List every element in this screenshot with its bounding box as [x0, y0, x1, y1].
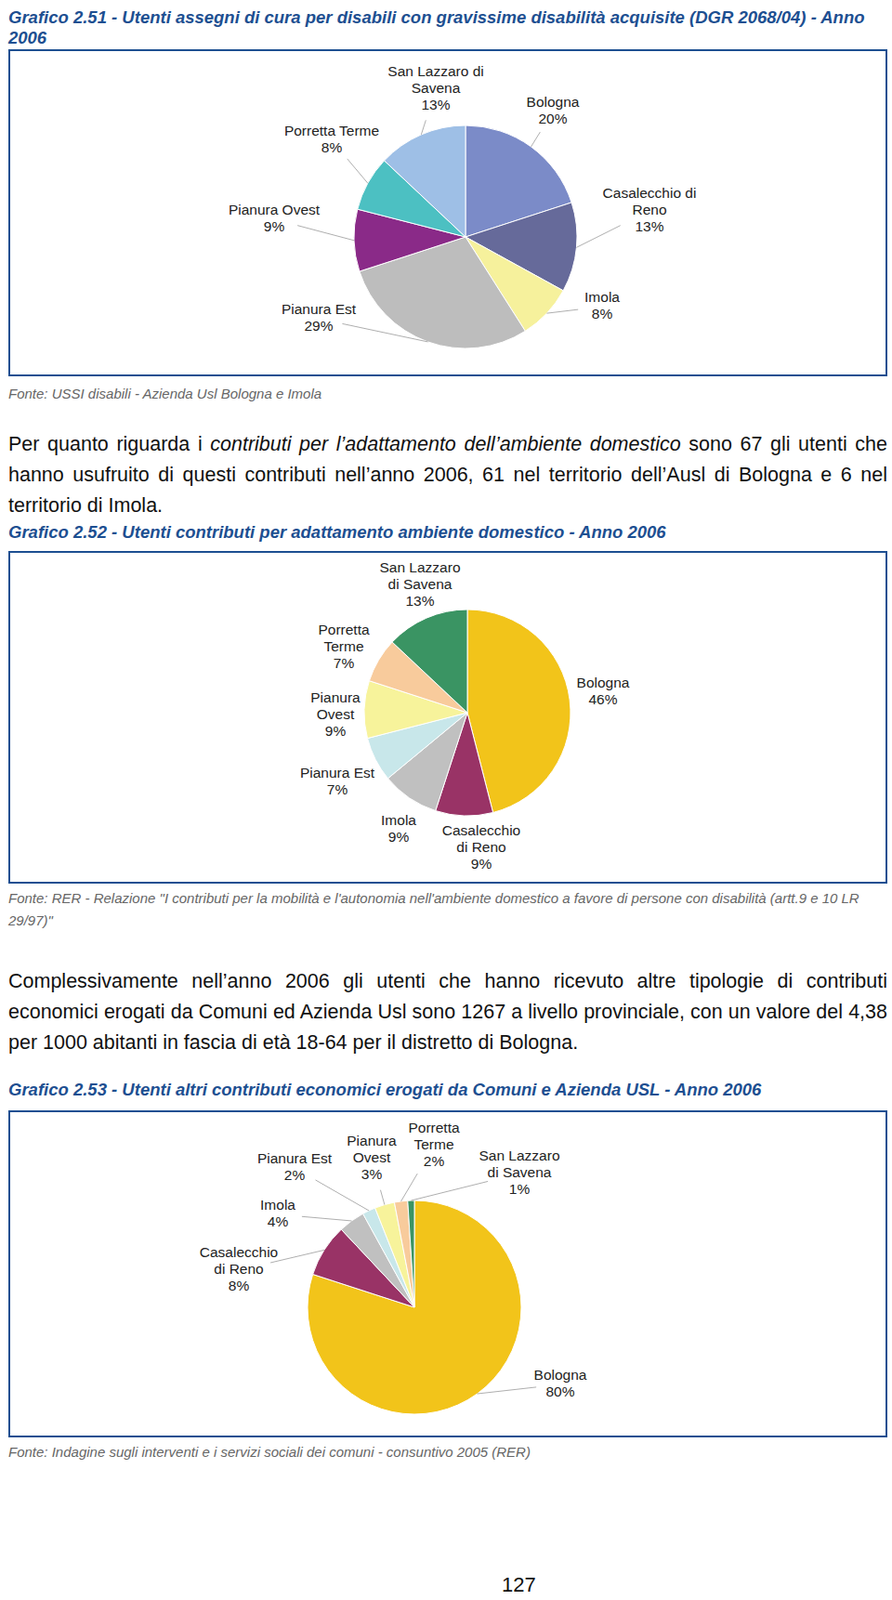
slice-name: Pianura Est [281, 301, 357, 317]
leader-line [301, 1216, 353, 1221]
paragraph: Per quanto riguarda i contributi per l’a… [8, 429, 888, 522]
chart-frame: Bologna20%Casalecchio diReno13%Imola8%Pi… [8, 49, 888, 377]
leader-line [420, 119, 426, 135]
data-label: 8% [591, 305, 614, 322]
slice-name: PorrettaTerme [317, 621, 370, 655]
pie-slices [354, 125, 578, 349]
pie-slices [307, 1200, 522, 1415]
data-label: 4% [267, 1213, 289, 1230]
pie-slice [384, 125, 466, 237]
slice-name: Bologna [526, 93, 580, 110]
slice-name: Casalecchiodi Reno [442, 822, 521, 855]
slice-name: Casalecchiodi Reno [199, 1244, 278, 1277]
slice-name: San Lazzaro diSavena [387, 63, 484, 96]
text-run: contributi per l’adattamento dell’ambien… [209, 432, 681, 456]
slice-name: San Lazzarodi Savena [379, 559, 460, 592]
pie-slice [307, 1200, 522, 1415]
chart-frame: Bologna46%Casalecchiodi Reno9%Imola9%Pia… [8, 550, 888, 884]
data-label: 8% [228, 1277, 250, 1294]
data-label: 7% [333, 655, 355, 671]
data-label: 46% [588, 691, 617, 708]
leader-line [477, 1387, 538, 1394]
data-label: 3% [361, 1166, 383, 1182]
slice-name: Porretta Terme [284, 122, 380, 139]
leader-line [401, 1173, 419, 1202]
data-label: 1% [509, 1180, 531, 1197]
leader-line [410, 1180, 488, 1201]
slice-name: Casalecchio diReno [603, 184, 697, 218]
data-label: 13% [405, 592, 434, 609]
slice-labels: Bologna80% Casalecchiodi Reno8% Imola4% Pia… [199, 1119, 588, 1400]
slice-labels: Bologna20%Casalecchio diReno13%Imola8%Pi… [228, 63, 697, 342]
slice-labels: Bologna46%Casalecchiodi Reno9%Imola9%Pia… [300, 559, 630, 872]
slice-name: Pianura Est [257, 1150, 333, 1167]
pie-slices [364, 609, 571, 816]
slice-name: Imola [380, 812, 417, 828]
slice-name: PianuraOvest [310, 689, 361, 722]
pie-slice [393, 1200, 415, 1308]
data-label: 9% [325, 722, 347, 739]
data-label: 13% [634, 218, 664, 235]
pie-chart: Bologna20%Casalecchio diReno13%Imola8%Pi… [10, 51, 886, 375]
pie-chart: Bologna80% Casalecchiodi Reno8% Imola4% Pia… [10, 1112, 886, 1436]
leader-line [576, 225, 620, 249]
data-label: 2% [423, 1153, 446, 1169]
leader-line [531, 131, 541, 147]
slice-name: PorrettaTerme [407, 1119, 460, 1153]
leader-line [270, 1249, 325, 1263]
leader-line [341, 323, 428, 342]
data-label: 9% [471, 855, 493, 872]
data-label: 13% [420, 96, 450, 113]
text-run: Per quanto riguarda i [8, 432, 210, 456]
slice-name: Pianura Est [300, 764, 376, 781]
slice-name: PianuraOvest [346, 1132, 397, 1166]
text-run: Complessivamente nell’anno 2006 gli uten… [8, 970, 888, 1054]
slice-name: Imola [584, 288, 620, 305]
leader-line [347, 158, 368, 184]
data-label: 8% [321, 139, 343, 156]
data-label: 9% [388, 828, 410, 845]
chart-title: Grafico 2.52 - Utenti contributi per ada… [8, 522, 888, 543]
paragraph: Complessivamente nell’anno 2006 gli uten… [8, 966, 888, 1059]
data-label: 9% [263, 218, 286, 235]
leader-line [315, 1180, 369, 1211]
pie-slice [392, 609, 468, 713]
slice-name: Imola [260, 1196, 296, 1213]
leader-line [546, 309, 578, 314]
data-label: 80% [545, 1383, 575, 1400]
data-label: 29% [303, 317, 333, 334]
slice-name: Bologna [534, 1366, 588, 1383]
leader-line [380, 1190, 384, 1206]
chart-source: Fonte: Indagine sugli interventi e i ser… [8, 1441, 888, 1464]
chart-source: Fonte: RER - Relazione "I contributi per… [8, 887, 888, 932]
data-label: 2% [284, 1167, 306, 1183]
slice-name: San Lazzarodi Savena [478, 1147, 560, 1181]
slice-name: Pianura Ovest [228, 201, 321, 218]
leader-line [297, 225, 355, 241]
pie-slice [407, 1200, 415, 1308]
chart-source: Fonte: USSI disabili - Azienda Usl Bolog… [8, 382, 888, 406]
pie-chart: Bologna46%Casalecchiodi Reno9%Imola9%Pia… [10, 552, 886, 882]
page-number: 127 [501, 1573, 537, 1598]
slice-name: Bologna [577, 674, 630, 691]
data-label: 20% [537, 110, 567, 127]
chart-frame: Bologna80% Casalecchiodi Reno8% Imola4% Pia… [8, 1110, 888, 1438]
chart-title: Grafico 2.51 - Utenti assegni di cura pe… [8, 7, 888, 49]
chart-title: Grafico 2.53 - Utenti altri contributi e… [8, 1079, 888, 1101]
data-label: 7% [327, 781, 349, 798]
